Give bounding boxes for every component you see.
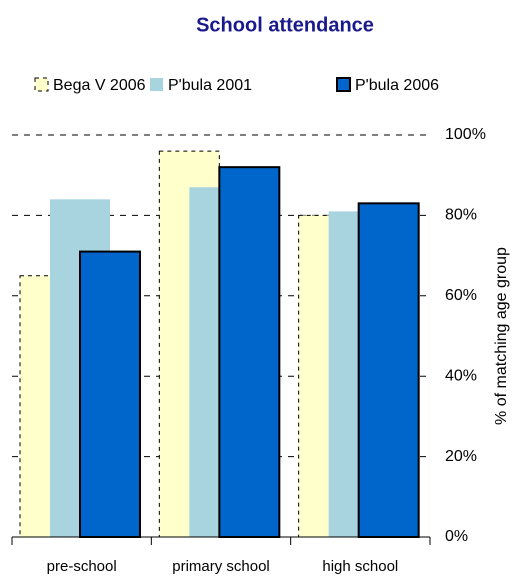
y-tick-label: 80% — [445, 207, 477, 224]
legend-label: P'bula 2006 — [355, 77, 439, 94]
legend-swatch — [150, 78, 163, 91]
legend-label: Bega V 2006 — [53, 77, 146, 94]
chart-title: School attendance — [196, 14, 374, 36]
y-tick-label: 20% — [445, 448, 477, 465]
bar — [218, 166, 281, 538]
y-tick-label: 0% — [445, 528, 468, 545]
legend-label: P'bula 2001 — [168, 77, 252, 94]
y-axis-label: % of matching age group — [493, 247, 510, 425]
legend-swatch — [336, 77, 351, 92]
y-tick-label: 100% — [445, 126, 486, 143]
x-tick-label: high school — [322, 558, 398, 575]
y-tick-label: 40% — [445, 367, 477, 384]
bar — [79, 250, 141, 539]
legend-swatch — [34, 77, 49, 92]
y-tick-label: 60% — [445, 287, 477, 304]
x-tick-label: pre-school — [47, 558, 117, 575]
x-tick-label: primary school — [172, 558, 270, 575]
bar — [357, 202, 420, 538]
